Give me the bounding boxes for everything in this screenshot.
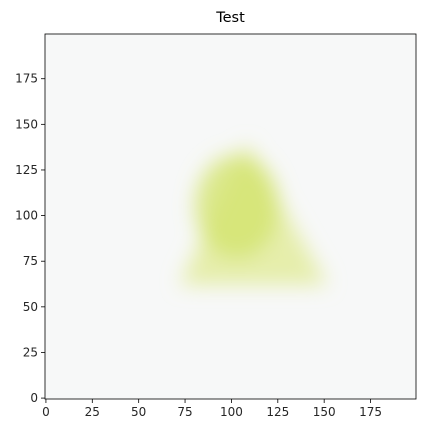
y-tick-label: 100 bbox=[15, 209, 38, 223]
y-tick-label: 125 bbox=[15, 163, 38, 177]
y-tick-label: 75 bbox=[23, 254, 38, 268]
x-tick-label: 125 bbox=[266, 405, 289, 419]
y-tick-label: 175 bbox=[15, 72, 38, 86]
y-tick-label: 150 bbox=[15, 117, 38, 131]
y-tick-label: 0 bbox=[30, 391, 38, 405]
x-tick-label: 100 bbox=[220, 405, 243, 419]
heatmap-image bbox=[45, 34, 416, 399]
x-tick-label: 50 bbox=[131, 405, 146, 419]
heatmap-core bbox=[194, 154, 279, 259]
x-tick-label: 25 bbox=[85, 405, 100, 419]
y-axis: 0 25 50 75 100 125 150 175 bbox=[15, 72, 45, 405]
x-axis: 0 25 50 75 100 125 150 175 bbox=[42, 399, 382, 419]
x-tick-label: 175 bbox=[359, 405, 382, 419]
x-tick-label: 75 bbox=[177, 405, 192, 419]
x-tick-label: 0 bbox=[42, 405, 50, 419]
plot-frame bbox=[44, 33, 417, 400]
y-tick-label: 25 bbox=[23, 345, 38, 359]
y-tick-label: 50 bbox=[23, 300, 38, 314]
x-tick-label: 150 bbox=[313, 405, 336, 419]
chart-title: Test bbox=[215, 10, 245, 26]
